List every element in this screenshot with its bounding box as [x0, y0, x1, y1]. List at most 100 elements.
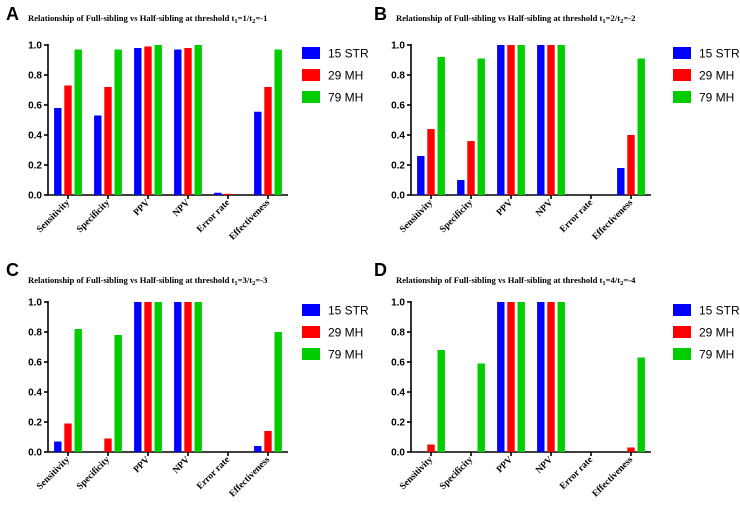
y-tick-label: 0.0 [28, 191, 42, 202]
legend-swatch [673, 69, 691, 81]
panel-title-part: =-2 [623, 13, 635, 23]
bar-79-mh [154, 302, 162, 452]
chart-panel-d: D Relationship of Full-sibling vs Half-si… [374, 260, 740, 499]
bar-29-mh [144, 302, 152, 452]
legend-swatch [302, 91, 320, 103]
y-tick-label: 0.2 [391, 418, 405, 429]
panel-title-part: 1 [602, 18, 605, 25]
x-tick-label: PPV [132, 455, 152, 475]
bar-79-mh [637, 357, 645, 452]
bar-79-mh [194, 302, 202, 452]
x-tick-label: Specificity [438, 198, 475, 235]
bar-79-mh [637, 58, 645, 195]
y-tick-label: 0.4 [391, 388, 405, 399]
panel-title-part: Relationship of Full-sibling vs Half-sib… [28, 275, 235, 285]
panel-title-part: =-1 [255, 13, 267, 23]
panel-title-part: =2/t [606, 13, 621, 23]
y-tick-label: 0.4 [28, 388, 42, 399]
panel-letter: D [374, 260, 387, 280]
bar-29-mh [547, 302, 555, 452]
bar-15-str [617, 168, 625, 195]
x-tick-label: Sensitivity [398, 198, 435, 235]
y-tick-label: 1.0 [28, 41, 42, 52]
panel-title-part: 1 [234, 18, 237, 25]
x-tick-label: Error rate [195, 455, 232, 492]
bar-79-mh [274, 332, 282, 452]
y-tick-label: 0.0 [28, 448, 42, 459]
x-tick-label: Specificity [438, 455, 475, 492]
panel-title-part: Relationship of Full-sibling vs Half-sib… [396, 13, 603, 23]
x-tick-label: Effectiveness [228, 455, 273, 500]
bar-79-mh [557, 45, 565, 195]
legend-swatch [302, 304, 320, 316]
legend-swatch [302, 47, 320, 59]
legend-label: 15 STR [699, 47, 740, 61]
bar-29-mh [224, 193, 232, 195]
x-tick-label: NPV [534, 198, 555, 219]
bar-79-mh [517, 302, 525, 452]
panel-title-part: =3/t [238, 275, 253, 285]
bar-15-str [254, 111, 262, 195]
x-tick-label: Error rate [195, 198, 232, 235]
bar-15-str [457, 180, 465, 195]
panel-title-part: 1 [234, 280, 237, 287]
x-tick-label: PPV [495, 455, 515, 475]
bar-29-mh [467, 141, 475, 195]
bar-15-str [94, 115, 102, 195]
panel-title-part: Relationship of Full-sibling vs Half-sib… [28, 13, 235, 23]
bar-15-str [134, 48, 142, 195]
chart-panel-c: C Relationship of Full-sibling vs Half-si… [6, 260, 369, 499]
bar-15-str [54, 441, 62, 452]
legend-label: 79 MH [699, 91, 734, 105]
bar-15-str [497, 45, 505, 195]
bar-29-mh [104, 87, 112, 195]
bar-29-mh [627, 135, 635, 195]
bar-29-mh [64, 85, 72, 195]
x-tick-label: Effectiveness [591, 455, 636, 500]
y-tick-label: 0.2 [391, 161, 405, 172]
y-tick-label: 1.0 [391, 41, 405, 52]
legend-label: 79 MH [699, 348, 734, 362]
panel-title: Relationship of Full-sibling vs Half-sib… [396, 13, 635, 25]
bar-29-mh [264, 431, 272, 452]
legend-label: 15 STR [699, 304, 740, 318]
y-tick-label: 0.6 [28, 358, 42, 369]
bar-79-mh [114, 335, 122, 452]
legend-swatch [673, 91, 691, 103]
bar-79-mh [557, 302, 565, 452]
panel-letter: A [6, 4, 19, 24]
bar-29-mh [547, 45, 555, 195]
bar-15-str [174, 302, 182, 452]
panel-title-part: =-3 [255, 275, 267, 285]
panel-title: Relationship of Full-sibling vs Half-sib… [396, 275, 636, 287]
panel-title-part: =-4 [623, 275, 636, 285]
legend-swatch [302, 326, 320, 338]
legend-swatch [302, 69, 320, 81]
y-tick-label: 0.8 [28, 328, 42, 339]
legend-label: 29 MH [699, 69, 734, 83]
x-tick-label: Sensitivity [35, 198, 72, 235]
bar-15-str [174, 49, 182, 195]
x-tick-label: Sensitivity [35, 455, 72, 492]
bar-79-mh [74, 49, 82, 195]
bar-79-mh [517, 45, 525, 195]
y-tick-label: 0.2 [28, 161, 42, 172]
legend-swatch [673, 348, 691, 360]
x-tick-label: Error rate [558, 198, 595, 235]
bar-15-str [214, 192, 222, 195]
y-tick-label: 0.0 [391, 448, 405, 459]
bar-79-mh [437, 57, 445, 195]
bar-15-str [537, 45, 545, 195]
bar-29-mh [64, 423, 72, 452]
chart-panel-a: A Relationship of Full-sibling vs Half-si… [6, 4, 369, 242]
bar-29-mh [184, 48, 192, 195]
bar-15-str [254, 446, 262, 452]
x-tick-label: Effectiveness [228, 198, 273, 243]
y-tick-label: 0.8 [391, 71, 405, 82]
bar-15-str [54, 108, 62, 195]
legend-swatch [673, 304, 691, 316]
panel-title: Relationship of Full-sibling vs Half-sib… [28, 13, 267, 25]
y-tick-label: 0.2 [28, 418, 42, 429]
panel-title-part: 1 [602, 280, 605, 287]
